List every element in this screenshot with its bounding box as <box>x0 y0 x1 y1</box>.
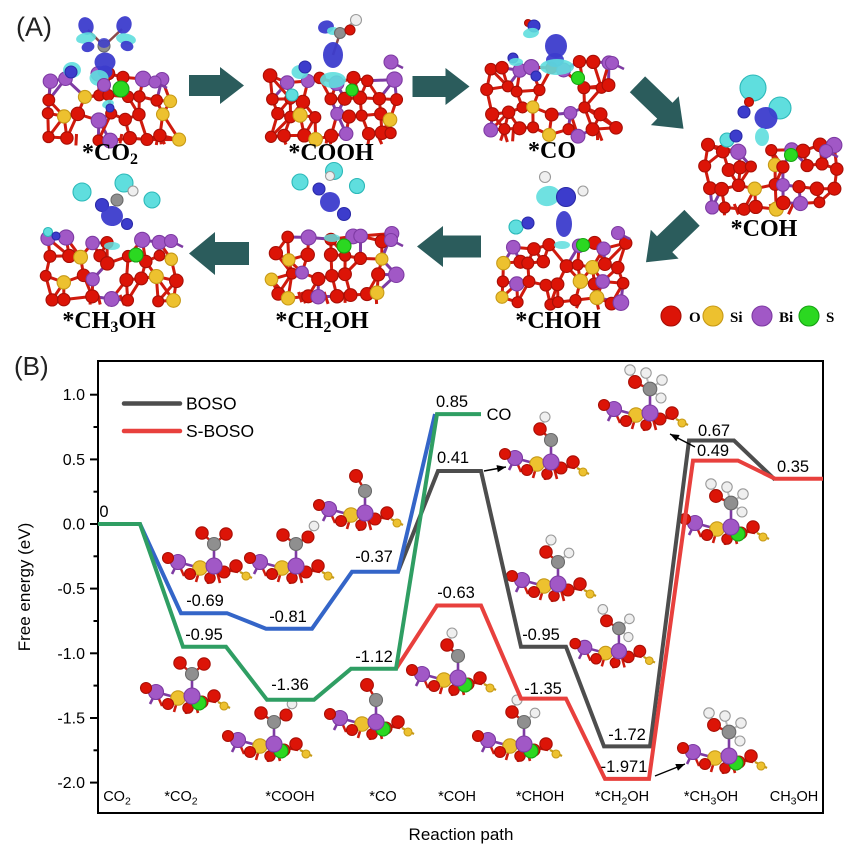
svg-text:S-BOSO: S-BOSO <box>186 421 254 441</box>
svg-text:0.5: 0.5 <box>63 452 85 469</box>
svg-text:*COOH: *COOH <box>265 789 314 805</box>
svg-text:Bi: Bi <box>779 310 793 326</box>
svg-text:0: 0 <box>99 503 108 521</box>
svg-text:(A): (A) <box>16 12 52 42</box>
svg-text:O: O <box>689 310 701 326</box>
svg-text:*CO: *CO <box>369 789 396 805</box>
svg-text:0.41: 0.41 <box>437 449 469 467</box>
svg-text:-0.69: -0.69 <box>186 592 224 610</box>
svg-text:S: S <box>826 310 834 326</box>
svg-text:*CO: *CO <box>528 138 576 164</box>
svg-text:CO: CO <box>487 406 512 424</box>
svg-text:Si: Si <box>730 310 743 326</box>
svg-text:1.0: 1.0 <box>63 387 85 404</box>
svg-text:-1.12: -1.12 <box>355 648 393 666</box>
svg-text:*CH3OH: *CH3OH <box>684 789 738 808</box>
svg-text:-1.971: -1.971 <box>601 758 648 776</box>
svg-text:-2.0: -2.0 <box>57 775 85 792</box>
svg-text:Reaction path: Reaction path <box>409 825 514 844</box>
svg-text:(B): (B) <box>14 351 49 381</box>
svg-text:-1.35: -1.35 <box>524 680 562 698</box>
svg-text:CH3OH: CH3OH <box>770 789 819 808</box>
svg-text:*CH2OH: *CH2OH <box>595 789 649 808</box>
svg-text:BOSO: BOSO <box>186 394 237 414</box>
svg-text:-1.36: -1.36 <box>271 676 309 694</box>
svg-text:Free energy (eV): Free energy (eV) <box>15 523 34 652</box>
svg-text:*CH2OH: *CH2OH <box>275 308 369 336</box>
svg-text:0.67: 0.67 <box>698 422 730 440</box>
svg-text:*CHOH: *CHOH <box>516 789 564 805</box>
svg-text:-0.5: -0.5 <box>57 581 85 598</box>
svg-text:0.85: 0.85 <box>436 393 468 411</box>
svg-text:*CHOH: *CHOH <box>515 308 601 334</box>
svg-text:-1.0: -1.0 <box>57 646 85 663</box>
svg-text:*CH3OH: *CH3OH <box>62 308 156 336</box>
svg-text:CO2: CO2 <box>103 789 131 808</box>
svg-text:-1.5: -1.5 <box>57 711 85 728</box>
svg-text:-0.63: -0.63 <box>437 584 475 602</box>
svg-text:*CO2: *CO2 <box>82 140 138 168</box>
svg-text:*COH: *COH <box>731 216 798 242</box>
svg-text:-0.37: -0.37 <box>355 548 393 566</box>
svg-text:*COOH: *COOH <box>288 140 374 166</box>
svg-text:0.0: 0.0 <box>63 517 85 534</box>
svg-text:0.49: 0.49 <box>697 442 729 460</box>
svg-text:*COH: *COH <box>438 789 476 805</box>
svg-text:-0.95: -0.95 <box>522 626 560 644</box>
svg-text:0.35: 0.35 <box>777 458 809 476</box>
svg-text:*CO2: *CO2 <box>164 789 197 808</box>
svg-text:-1.72: -1.72 <box>608 726 646 744</box>
svg-text:-0.81: -0.81 <box>269 608 307 626</box>
svg-text:-0.95: -0.95 <box>185 626 223 644</box>
